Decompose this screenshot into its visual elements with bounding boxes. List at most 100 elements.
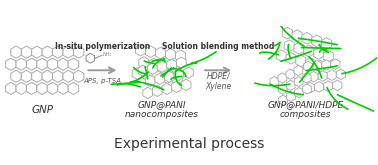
Polygon shape	[142, 69, 152, 81]
Polygon shape	[63, 46, 73, 58]
Text: GNP: GNP	[31, 105, 53, 115]
Polygon shape	[26, 82, 37, 94]
Polygon shape	[302, 84, 311, 94]
Polygon shape	[37, 58, 47, 70]
Polygon shape	[313, 48, 324, 59]
Polygon shape	[302, 33, 312, 44]
Polygon shape	[302, 73, 311, 83]
Polygon shape	[11, 46, 21, 58]
Polygon shape	[135, 44, 146, 56]
Polygon shape	[139, 57, 149, 68]
Polygon shape	[58, 58, 68, 70]
Polygon shape	[68, 82, 79, 94]
Polygon shape	[179, 62, 189, 74]
Polygon shape	[16, 58, 26, 70]
Polygon shape	[276, 50, 287, 62]
Polygon shape	[143, 87, 153, 99]
Polygon shape	[6, 58, 16, 70]
Text: NH₂: NH₂	[103, 52, 112, 57]
Polygon shape	[16, 82, 26, 94]
Polygon shape	[138, 65, 148, 76]
Polygon shape	[313, 61, 322, 71]
Polygon shape	[42, 46, 53, 58]
Polygon shape	[270, 77, 279, 87]
Polygon shape	[149, 58, 159, 70]
Polygon shape	[132, 68, 142, 79]
Polygon shape	[327, 70, 336, 80]
Polygon shape	[47, 58, 58, 70]
Polygon shape	[305, 58, 316, 69]
Polygon shape	[294, 65, 303, 76]
Polygon shape	[311, 35, 322, 47]
Polygon shape	[282, 27, 293, 39]
Polygon shape	[162, 72, 172, 83]
Polygon shape	[284, 40, 294, 51]
Polygon shape	[6, 82, 16, 94]
Polygon shape	[155, 47, 166, 59]
Polygon shape	[174, 69, 184, 80]
Polygon shape	[286, 69, 295, 79]
Polygon shape	[292, 30, 302, 41]
Polygon shape	[166, 49, 175, 60]
Text: HDPE/
Xylene: HDPE/ Xylene	[205, 71, 231, 91]
Polygon shape	[152, 70, 162, 82]
Polygon shape	[53, 70, 63, 82]
Polygon shape	[331, 59, 340, 69]
Polygon shape	[287, 91, 296, 101]
Polygon shape	[167, 59, 177, 70]
Polygon shape	[26, 58, 37, 70]
Polygon shape	[145, 75, 155, 86]
Polygon shape	[162, 83, 172, 95]
Polygon shape	[323, 50, 333, 62]
Polygon shape	[294, 77, 303, 87]
Polygon shape	[53, 46, 63, 58]
Polygon shape	[294, 42, 304, 54]
Polygon shape	[321, 38, 332, 49]
Polygon shape	[68, 58, 79, 70]
Polygon shape	[169, 61, 179, 73]
Polygon shape	[181, 79, 191, 90]
Polygon shape	[309, 71, 318, 82]
Polygon shape	[305, 82, 314, 93]
Polygon shape	[32, 46, 42, 58]
Text: APS, p-TSA: APS, p-TSA	[84, 78, 121, 84]
Polygon shape	[279, 95, 287, 105]
Polygon shape	[58, 82, 68, 94]
Text: Experimental process: Experimental process	[114, 137, 264, 151]
Polygon shape	[286, 52, 296, 64]
Polygon shape	[148, 63, 158, 74]
Polygon shape	[184, 67, 193, 78]
Polygon shape	[333, 80, 342, 91]
Polygon shape	[172, 81, 181, 93]
Polygon shape	[152, 85, 162, 97]
Polygon shape	[322, 60, 331, 70]
Polygon shape	[314, 82, 324, 92]
Polygon shape	[73, 70, 84, 82]
Polygon shape	[157, 61, 167, 72]
Polygon shape	[304, 45, 314, 57]
Polygon shape	[315, 60, 325, 72]
Polygon shape	[73, 46, 84, 58]
Polygon shape	[37, 82, 47, 94]
Polygon shape	[324, 81, 333, 91]
Polygon shape	[21, 70, 32, 82]
Polygon shape	[175, 50, 186, 62]
Polygon shape	[146, 46, 156, 57]
Polygon shape	[32, 70, 42, 82]
Polygon shape	[155, 73, 165, 84]
Polygon shape	[21, 46, 32, 58]
Polygon shape	[42, 70, 53, 82]
Polygon shape	[159, 60, 169, 71]
Text: GNP@PANI
nanocomposites: GNP@PANI nanocomposites	[125, 100, 199, 119]
Text: Solution blending method: Solution blending method	[162, 42, 274, 51]
Polygon shape	[47, 82, 58, 94]
Polygon shape	[63, 70, 73, 82]
Polygon shape	[286, 80, 295, 90]
Text: In-situ polymerization: In-situ polymerization	[55, 42, 150, 51]
Polygon shape	[304, 61, 313, 72]
Polygon shape	[172, 73, 182, 85]
Polygon shape	[278, 84, 287, 94]
Polygon shape	[164, 71, 174, 82]
Polygon shape	[336, 69, 345, 80]
Polygon shape	[177, 57, 186, 68]
